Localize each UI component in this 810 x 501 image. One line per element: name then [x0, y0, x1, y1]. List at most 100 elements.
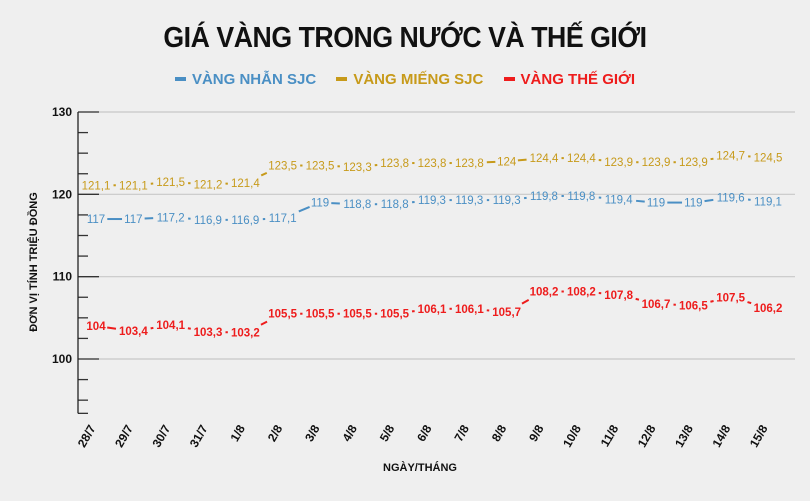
- x-tick-label: 2/8: [265, 422, 286, 444]
- data-point-label: 117,2: [157, 212, 185, 224]
- data-point-label: 124,5: [754, 152, 783, 164]
- data-point-label: 119,3: [418, 195, 446, 207]
- data-point-label: 123,8: [380, 158, 409, 170]
- x-tick-label: 7/8: [451, 422, 472, 444]
- data-point-label: 119: [647, 198, 665, 210]
- data-point-label: 124: [497, 156, 517, 168]
- x-tick-label: 14/8: [709, 422, 733, 450]
- data-point-label: 107,5: [716, 292, 745, 304]
- x-tick-label: 31/7: [187, 422, 211, 450]
- legend: VÀNG NHẪN SJC VÀNG MIẾNG SJC VÀNG THẾ GI…: [0, 71, 810, 88]
- x-tick-label: 12/8: [635, 422, 659, 450]
- x-tick-label: 8/8: [489, 422, 510, 444]
- data-point-label: 106,2: [754, 303, 783, 315]
- data-point-label: 119,3: [455, 195, 483, 207]
- series-segment: [635, 297, 640, 301]
- data-point-label: 106,1: [418, 304, 447, 316]
- legend-item-vang-nhan-sjc: VÀNG NHẪN SJC: [174, 71, 317, 88]
- legend-label: VÀNG MIẾNG SJC: [353, 71, 484, 88]
- data-point-label: 121,1: [82, 180, 111, 192]
- legend-item-vang-the-gioi: VÀNG THẾ GIỚI: [503, 71, 636, 88]
- data-point-label: 103,3: [194, 327, 223, 339]
- data-point-label: 108,2: [530, 286, 559, 298]
- data-point-label: 118,8: [381, 199, 409, 211]
- series-segment: [704, 198, 714, 203]
- legend-label: VÀNG THẾ GIỚI: [520, 71, 636, 88]
- data-point-label: 119: [311, 198, 329, 210]
- x-tick-label: 1/8: [227, 422, 248, 444]
- y-tick-label: 100: [52, 352, 72, 366]
- legend-label: VÀNG NHẪN SJC: [191, 71, 317, 88]
- data-point-label: 123,5: [306, 161, 335, 173]
- data-point-label: 104,1: [156, 320, 185, 332]
- x-tick-label: 9/8: [526, 422, 547, 444]
- data-point-label: 119,4: [605, 194, 634, 206]
- x-tick-label: 15/8: [747, 422, 771, 450]
- data-point-label: 105,5: [380, 309, 409, 321]
- legend-swatch-icon: [174, 77, 186, 82]
- x-tick-label: 13/8: [672, 422, 696, 450]
- series-segment: [298, 206, 310, 213]
- data-point-label: 119,8: [530, 191, 558, 203]
- series-segment: [517, 158, 527, 162]
- legend-swatch-icon: [336, 77, 348, 82]
- data-point-label: 121,1: [119, 180, 148, 192]
- series-vàng-thế-giới: 104 103,4 104,1 103,3 103,2 105,5 105,5 105,5 10…: [86, 286, 782, 339]
- series-segment: [710, 157, 714, 161]
- data-point-label: 117,1: [269, 213, 297, 225]
- data-point-label: 119,1: [754, 197, 782, 209]
- series-segment: [710, 300, 714, 303]
- series-segment: [260, 320, 268, 326]
- data-point-label: 105,5: [306, 309, 335, 321]
- x-tick-label: 3/8: [302, 422, 323, 444]
- data-point-label: 108,2: [567, 286, 596, 298]
- x-tick-label: 6/8: [414, 422, 435, 444]
- x-tick-label: 4/8: [339, 422, 360, 444]
- data-point-label: 124,4: [567, 153, 596, 165]
- x-axis-title: NGÀY/THÁNG: [383, 462, 457, 474]
- data-point-label: 103,2: [231, 328, 260, 340]
- data-point-label: 107,8: [604, 290, 633, 302]
- x-tick-label: 29/7: [112, 422, 136, 450]
- data-point-label: 119,8: [567, 191, 595, 203]
- data-point-label: 124,7: [716, 151, 745, 163]
- data-point-label: 119,6: [717, 193, 745, 205]
- x-tick-label: 5/8: [377, 422, 398, 444]
- series-segment: [187, 327, 191, 330]
- series-segment: [521, 299, 530, 305]
- data-point-label: 119: [684, 198, 702, 210]
- data-point-label: 116,9: [194, 215, 222, 227]
- data-point-label: 124,4: [530, 153, 559, 165]
- data-point-label: 121,4: [231, 178, 260, 190]
- data-point-label: 105,5: [268, 309, 297, 321]
- data-point-label: 123,9: [679, 157, 708, 169]
- data-point-label: 123,9: [604, 157, 633, 169]
- data-point-label: 106,7: [642, 299, 671, 311]
- series-segment: [107, 326, 117, 330]
- data-point-label: 105,5: [343, 309, 372, 321]
- x-tick-label: 11/8: [598, 422, 622, 449]
- data-point-label: 117: [87, 214, 105, 226]
- series-segment: [260, 171, 268, 177]
- x-tick-label: 10/8: [560, 422, 584, 450]
- chart-title: GIÁ VÀNG TRONG NƯỚC VÀ THẾ GIỚI: [163, 22, 647, 54]
- data-point-label: 105,7: [492, 307, 521, 319]
- data-point-label: 121,5: [156, 177, 185, 189]
- data-point-label: 123,9: [642, 157, 671, 169]
- series-vàng-nhẫn-sjc: 117 117 117,2 116,9 116,9 117,1 119 118,8 118,8 1…: [87, 191, 782, 227]
- data-point-label: 106,1: [455, 304, 484, 316]
- data-point-label: 103,4: [119, 326, 148, 338]
- series-segment: [747, 301, 752, 305]
- data-point-label: 117: [124, 214, 142, 226]
- data-point-label: 104: [86, 321, 106, 333]
- data-point-label: 121,2: [194, 179, 223, 191]
- legend-item-vang-mieng-sjc: VÀNG MIẾNG SJC: [336, 71, 483, 88]
- data-point-label: 123,8: [455, 158, 484, 170]
- y-tick-label: 130: [52, 105, 72, 119]
- series-segment: [636, 199, 645, 203]
- data-point-label: 123,3: [343, 162, 372, 174]
- legend-swatch-icon: [503, 77, 515, 82]
- data-point-label: 119,3: [493, 195, 521, 207]
- y-tick-label: 120: [52, 187, 72, 201]
